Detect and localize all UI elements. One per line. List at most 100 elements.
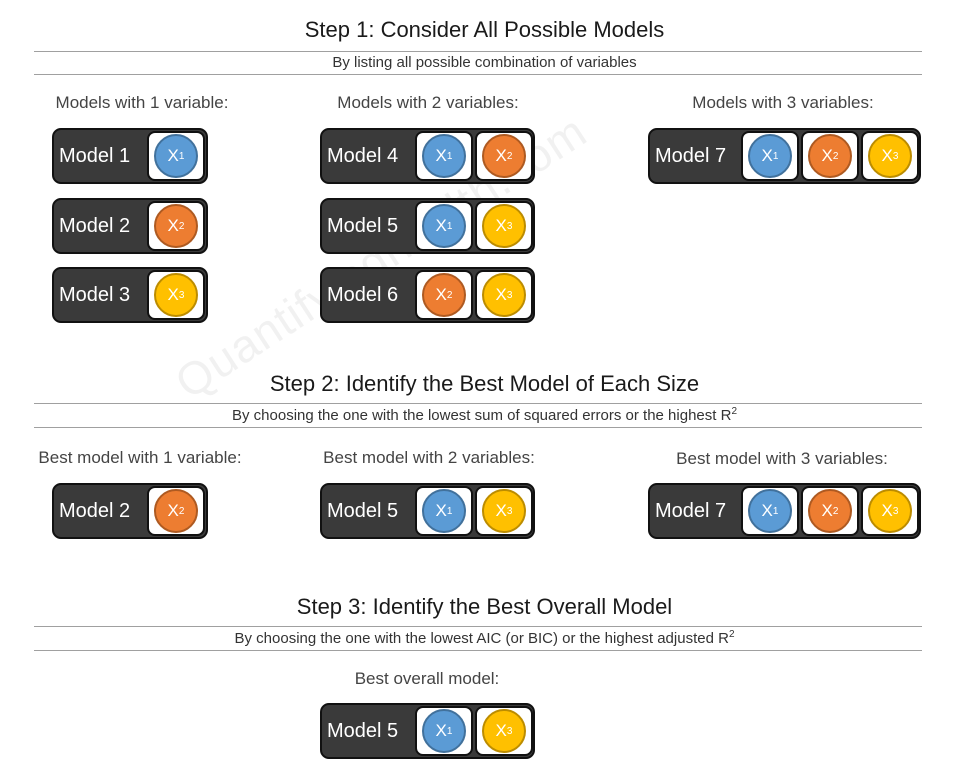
model-label: Model 4 [327, 144, 399, 167]
step1-subtitle: By listing all possible combination of v… [332, 54, 637, 71]
variable-index: 3 [506, 289, 513, 301]
model-label: Model 7 [655, 144, 727, 167]
variable-index: 3 [178, 289, 185, 301]
variable-index: 1 [446, 725, 453, 737]
variable-index: 2 [178, 220, 185, 232]
variable-index: 1 [772, 505, 779, 517]
variable-index: 1 [772, 150, 779, 162]
variable-letter: X [495, 501, 507, 520]
step3-group1-label: Best overall model: [354, 669, 500, 688]
step2-rule-top [34, 403, 922, 404]
step1-rule-top [34, 51, 922, 52]
variable-letter: X [881, 146, 893, 165]
variable-index: 3 [506, 505, 513, 517]
step2-title: Step 2: Identify the Best Model of Each … [269, 371, 700, 396]
variable-index: 2 [832, 150, 839, 162]
variable-letter: X [495, 721, 507, 740]
variable-index: 3 [892, 505, 899, 517]
model-label: Model 6 [327, 283, 399, 306]
step2-rule-bottom [34, 427, 922, 428]
variable-letter: X [761, 146, 773, 165]
variable-letter: X [435, 216, 447, 235]
variable-letter: X [435, 146, 447, 165]
step1-rule-bottom [34, 74, 922, 75]
variable-letter: X [495, 216, 507, 235]
step2-group3-label: Best model with 3 variables: [676, 449, 888, 468]
variable-index: 1 [446, 220, 453, 232]
step3-subtitle: By choosing the one with the lowest AIC … [234, 629, 735, 647]
variable-index: 1 [446, 150, 453, 162]
variable-index: 2 [446, 289, 453, 301]
model-label: Model 1 [59, 144, 131, 167]
variable-index: 2 [178, 505, 185, 517]
model-label: Model 5 [327, 719, 399, 742]
variable-letter: X [435, 721, 447, 740]
step2-group2-label: Best model with 2 variables: [323, 448, 535, 467]
step1-title: Step 1: Consider All Possible Models [304, 17, 665, 42]
variable-letter: X [167, 146, 179, 165]
variable-letter: X [167, 501, 179, 520]
variable-letter: X [167, 285, 179, 304]
step2-group1-label: Best model with 1 variable: [38, 448, 242, 467]
variable-letter: X [435, 285, 447, 304]
model-label: Model 5 [327, 499, 399, 522]
variable-index: 3 [506, 220, 513, 232]
step2-subtitle: By choosing the one with the lowest sum … [232, 406, 737, 424]
model-label: Model 2 [59, 499, 131, 522]
model-label: Model 3 [59, 283, 131, 306]
variable-letter: X [821, 501, 833, 520]
variable-index: 1 [178, 150, 185, 162]
variable-letter: X [495, 285, 507, 304]
variable-index: 3 [892, 150, 899, 162]
step1-group1-label: Models with 1 variable: [55, 93, 229, 112]
variable-letter: X [761, 501, 773, 520]
model-label: Model 5 [327, 214, 399, 237]
variable-letter: X [495, 146, 507, 165]
step1-group3-label: Models with 3 variables: [692, 93, 874, 112]
step1-group2-label: Models with 2 variables: [337, 93, 519, 112]
